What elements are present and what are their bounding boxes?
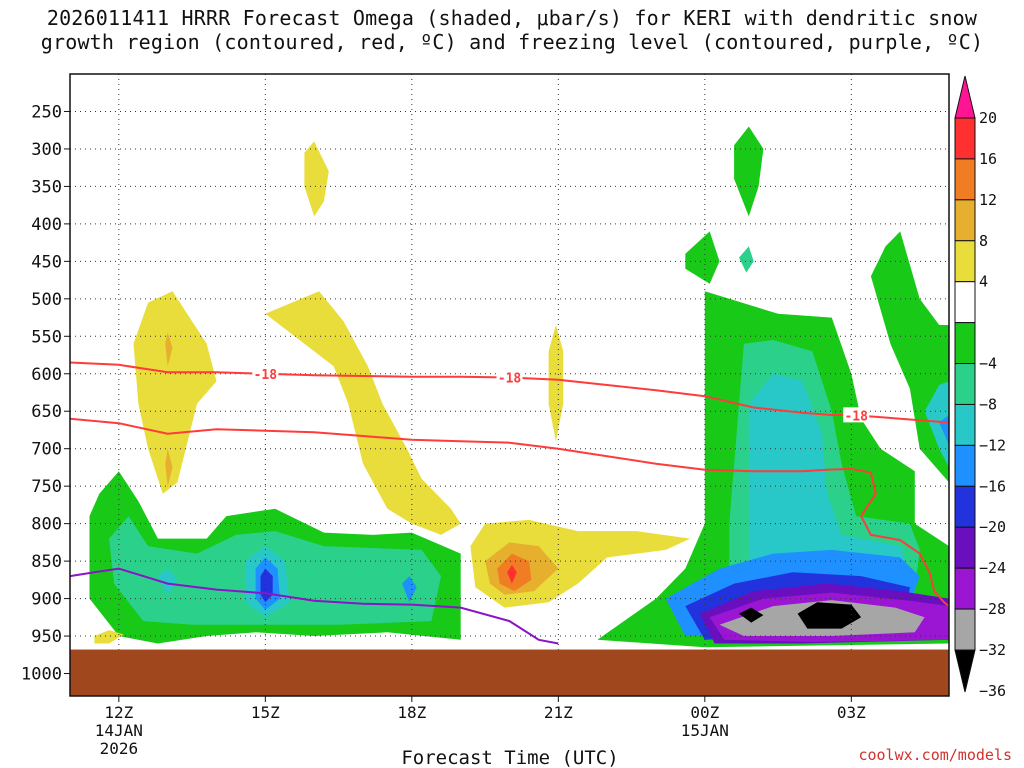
omega-region-descent-13z-core-low xyxy=(165,448,173,487)
omega-region-ascent-late-black-b xyxy=(797,602,862,629)
x-tick-label-21Z: 21Z xyxy=(544,703,573,722)
omega-region-ascent-late-black-a xyxy=(739,607,764,623)
colorbar: 20 16 12 8 4 −4 −8 −12 −16 −20 −24 −28 −32 −36 xyxy=(954,75,1006,700)
dgz-contour-label: -18 xyxy=(498,372,522,387)
y-tick-label-350: 350 xyxy=(31,177,62,197)
x-tick-label-03Z: 03Z xyxy=(837,703,866,722)
chart-title-line-2: growth region (contoured, red, ºC) and f… xyxy=(40,30,984,54)
colorbar-top-arrow xyxy=(954,75,976,119)
colorbar-label: −20 xyxy=(979,518,1006,536)
colorbar-label: 8 xyxy=(979,232,988,250)
colorbar-label: −16 xyxy=(979,477,1006,495)
colorbar-label: −4 xyxy=(979,355,997,373)
chart-title-line-1: 2026011411 HRRR Forecast Omega (shaded, … xyxy=(46,6,978,30)
colorbar-box xyxy=(954,281,976,324)
colorbar-box xyxy=(954,567,976,610)
chart-title: 2026011411 HRRR Forecast Omega (shaded, … xyxy=(0,6,1024,54)
omega-region-descent-13z-core xyxy=(165,332,173,367)
omega-region-ascent-00z-upper-a xyxy=(734,126,764,217)
colorbar-label: −32 xyxy=(979,641,1006,659)
colorbar-box xyxy=(954,158,976,201)
omega-region-ascent-core-13z xyxy=(157,568,178,595)
y-tick-label-900: 900 xyxy=(31,590,62,610)
colorbar-bottom-arrow xyxy=(954,649,976,693)
omega-region-ascent-02z-cyan-dot xyxy=(792,433,803,457)
dgz-label-bg xyxy=(252,365,279,381)
omega-region-descent-12z-small xyxy=(94,630,124,644)
y-tick-label-650: 650 xyxy=(31,402,62,422)
plot-frame xyxy=(69,73,950,697)
y-tick-label-450: 450 xyxy=(31,252,62,272)
colorbar-label: −36 xyxy=(979,682,1006,700)
omega-region-ascent-00z-upper-b xyxy=(685,231,720,284)
colorbar-label: 12 xyxy=(979,191,997,209)
colorbar-label: −8 xyxy=(979,395,997,413)
dgz-contour-label: -18 xyxy=(254,368,278,383)
colorbar-box xyxy=(954,444,976,487)
dgz-contour-label: -18 xyxy=(844,409,868,424)
y-tick-label-300: 300 xyxy=(31,140,62,160)
y-tick-label-850: 850 xyxy=(31,552,62,572)
omega-region-ascent-core-18z xyxy=(402,576,417,603)
colorbar-label: 4 xyxy=(979,273,988,291)
x-tick-label-12Z: 12Z xyxy=(104,703,133,722)
omega-region-ascent-00z-upper-c xyxy=(739,246,754,273)
y-tick-label-250: 250 xyxy=(31,102,62,122)
omega-region-descent-13z xyxy=(133,291,217,494)
colorbar-box xyxy=(954,322,976,365)
omega-region-descent-16z-upper xyxy=(304,141,329,217)
colorbar-label: 20 xyxy=(979,109,997,127)
contour-lines: -18 -18 -18 xyxy=(70,361,949,645)
x-tick-date-12Z: 14JAN xyxy=(95,721,143,740)
y-tick-label-800: 800 xyxy=(31,515,62,535)
y-tick-label-750: 750 xyxy=(31,477,62,497)
y-tick-label-1000: 1000 xyxy=(21,665,62,685)
x-tick-label-15Z: 15Z xyxy=(251,703,280,722)
y-tick-label-500: 500 xyxy=(31,290,62,310)
dgz-label-bg xyxy=(843,407,870,423)
freezing-level-contour-0 xyxy=(70,567,559,645)
y-tick-label-950: 950 xyxy=(31,627,62,647)
colorbar-box xyxy=(954,117,976,160)
dgz-contour-0 xyxy=(70,361,949,424)
ground-surface xyxy=(70,649,949,696)
omega-region-descent-21z-upper xyxy=(548,325,564,442)
colorbar-label: −28 xyxy=(979,600,1006,618)
y-axis: 250 300 350 400 450 500 550 600 650 700 750 800 850 9… xyxy=(21,102,70,685)
dgz-label-bg xyxy=(496,369,523,385)
site-credit: coolwx.com/models xyxy=(858,746,1012,764)
grid-lines xyxy=(70,74,949,696)
x-tick-year-12Z: 2026 xyxy=(100,739,139,758)
omega-region-ascent-right-edge-cyan xyxy=(924,381,949,468)
colorbar-box xyxy=(954,608,976,651)
x-tick-label-00Z: 00Z xyxy=(690,703,719,722)
y-tick-label-400: 400 xyxy=(31,215,62,235)
y-tick-label-550: 550 xyxy=(31,327,62,347)
y-tick-label-600: 600 xyxy=(31,365,62,385)
colorbar-box xyxy=(954,363,976,405)
colorbar-box xyxy=(954,526,976,569)
colorbar-label: 16 xyxy=(979,150,997,168)
colorbar-box xyxy=(954,485,976,528)
colorbar-label: −24 xyxy=(979,559,1006,577)
x-tick-date-00Z: 15JAN xyxy=(681,721,729,740)
x-axis-title: Forecast Time (UTC) xyxy=(401,747,618,768)
dgz-contour-1 xyxy=(70,417,949,607)
colorbar-box xyxy=(954,240,976,283)
colorbar-box xyxy=(954,403,976,446)
colorbar-label: −12 xyxy=(979,436,1006,454)
y-tick-label-700: 700 xyxy=(31,440,62,460)
omega-region-descent-20z-red xyxy=(507,564,517,584)
x-tick-label-18Z: 18Z xyxy=(397,703,426,722)
colorbar-box xyxy=(954,199,976,242)
